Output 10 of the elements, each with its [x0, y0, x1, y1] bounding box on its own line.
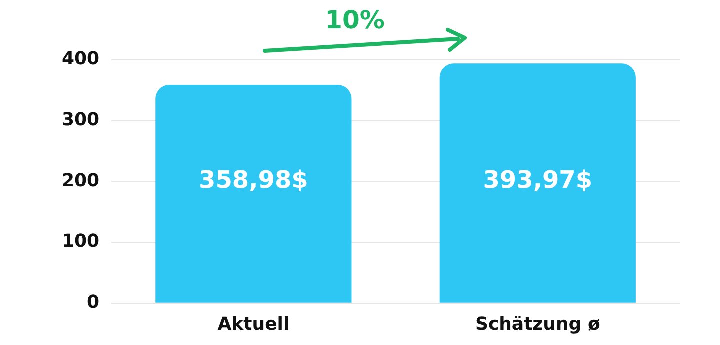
- x-tick-label: Schätzung ø: [475, 314, 600, 335]
- data-label: 358,98$: [199, 166, 308, 194]
- y-tick-label: 0: [87, 292, 100, 314]
- x-tick-label: Aktuell: [218, 314, 290, 335]
- y-tick-label: 400: [62, 48, 100, 70]
- y-tick-label: 100: [62, 231, 100, 252]
- text: 10%: [325, 6, 385, 34]
- y-tick-label: 200: [62, 170, 100, 192]
- y-tick-label: 300: [62, 110, 100, 131]
- data-label: 393,97$: [483, 166, 593, 194]
